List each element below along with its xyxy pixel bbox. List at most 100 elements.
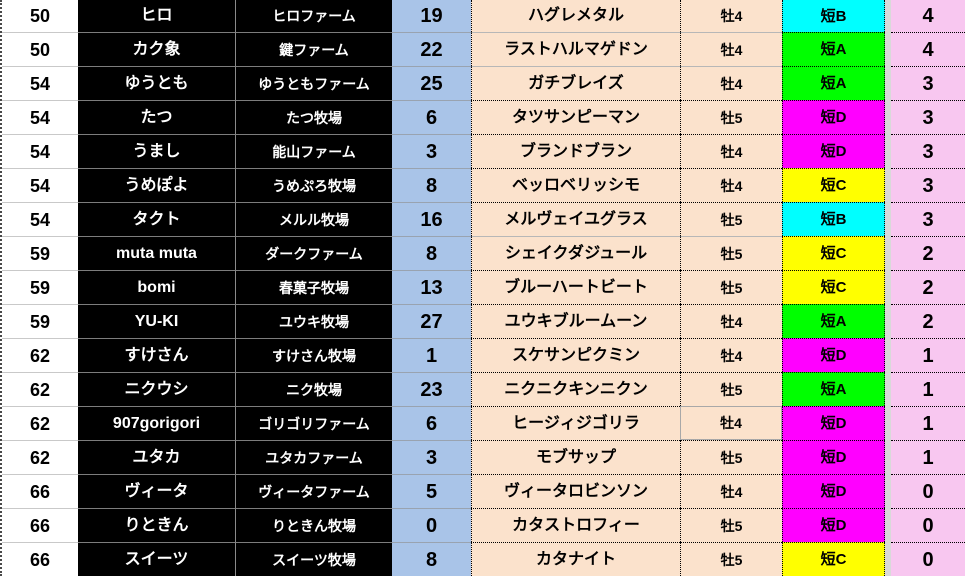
- wins-cell[interactable]: 4: [891, 0, 965, 32]
- wins-cell[interactable]: 2: [891, 304, 965, 338]
- farm-cell[interactable]: ユウキ牧場: [235, 304, 392, 338]
- owner-cell[interactable]: ニクウシ: [78, 372, 235, 406]
- owner-cell[interactable]: ユタカ: [78, 440, 235, 474]
- grade-cell[interactable]: 短B: [782, 202, 885, 236]
- farm-cell[interactable]: 鍵ファーム: [235, 32, 392, 66]
- owner-cell[interactable]: ヒロ: [78, 0, 235, 32]
- wins-cell[interactable]: 2: [891, 236, 965, 270]
- rank-cell[interactable]: 62: [2, 338, 78, 372]
- rank-cell[interactable]: 66: [2, 508, 78, 542]
- sex-age-cell[interactable]: 牡4: [680, 66, 782, 100]
- grade-cell[interactable]: 短A: [782, 32, 885, 66]
- sex-age-cell[interactable]: 牡4: [680, 406, 782, 440]
- owner-cell[interactable]: ゆうとも: [78, 66, 235, 100]
- grade-cell[interactable]: 短B: [782, 0, 885, 32]
- horse-cell[interactable]: シェイクダジュール: [471, 236, 680, 270]
- farm-cell[interactable]: うめぷろ牧場: [235, 168, 392, 202]
- sex-age-cell[interactable]: 牡5: [680, 270, 782, 304]
- owner-cell[interactable]: うめぽよ: [78, 168, 235, 202]
- wins-cell[interactable]: 3: [891, 202, 965, 236]
- farm-cell[interactable]: スイーツ牧場: [235, 542, 392, 576]
- count-cell[interactable]: 22: [392, 32, 471, 66]
- horse-cell[interactable]: ベッロベリッシモ: [471, 168, 680, 202]
- owner-cell[interactable]: うまし: [78, 134, 235, 168]
- sex-age-cell[interactable]: 牡5: [680, 236, 782, 270]
- count-cell[interactable]: 3: [392, 134, 471, 168]
- owner-cell[interactable]: カク象: [78, 32, 235, 66]
- owner-cell[interactable]: bomi: [78, 270, 235, 304]
- count-cell[interactable]: 1: [392, 338, 471, 372]
- grade-cell[interactable]: 短A: [782, 372, 885, 406]
- horse-cell[interactable]: ヴィータロビンソン: [471, 474, 680, 508]
- owner-cell[interactable]: ヴィータ: [78, 474, 235, 508]
- owner-cell[interactable]: 907gorigori: [78, 406, 235, 440]
- horse-cell[interactable]: ブランドブラン: [471, 134, 680, 168]
- farm-cell[interactable]: 春菓子牧場: [235, 270, 392, 304]
- farm-cell[interactable]: すけさん牧場: [235, 338, 392, 372]
- count-cell[interactable]: 6: [392, 100, 471, 134]
- farm-cell[interactable]: ダークファーム: [235, 236, 392, 270]
- wins-cell[interactable]: 3: [891, 168, 965, 202]
- wins-cell[interactable]: 1: [891, 338, 965, 372]
- count-cell[interactable]: 8: [392, 168, 471, 202]
- wins-cell[interactable]: 2: [891, 270, 965, 304]
- farm-cell[interactable]: ヒロファーム: [235, 0, 392, 32]
- owner-cell[interactable]: タクト: [78, 202, 235, 236]
- sex-age-cell[interactable]: 牡5: [680, 202, 782, 236]
- sex-age-cell[interactable]: 牡5: [680, 372, 782, 406]
- horse-cell[interactable]: ブルーハートビート: [471, 270, 680, 304]
- grade-cell[interactable]: 短A: [782, 304, 885, 338]
- horse-cell[interactable]: カタストロフィー: [471, 508, 680, 542]
- horse-cell[interactable]: メルヴェイユグラス: [471, 202, 680, 236]
- sex-age-cell[interactable]: 牡4: [680, 168, 782, 202]
- farm-cell[interactable]: ユタカファーム: [235, 440, 392, 474]
- rank-cell[interactable]: 50: [2, 0, 78, 32]
- grade-cell[interactable]: 短C: [782, 270, 885, 304]
- count-cell[interactable]: 8: [392, 542, 471, 576]
- horse-cell[interactable]: モブサップ: [471, 440, 680, 474]
- count-cell[interactable]: 27: [392, 304, 471, 338]
- grade-cell[interactable]: 短D: [782, 508, 885, 542]
- sex-age-cell[interactable]: 牡5: [680, 100, 782, 134]
- count-cell[interactable]: 13: [392, 270, 471, 304]
- rank-cell[interactable]: 59: [2, 270, 78, 304]
- wins-cell[interactable]: 1: [891, 440, 965, 474]
- rank-cell[interactable]: 59: [2, 236, 78, 270]
- rank-cell[interactable]: 54: [2, 134, 78, 168]
- owner-cell[interactable]: たつ: [78, 100, 235, 134]
- farm-cell[interactable]: たつ牧場: [235, 100, 392, 134]
- wins-cell[interactable]: 0: [891, 542, 965, 576]
- rank-cell[interactable]: 59: [2, 304, 78, 338]
- count-cell[interactable]: 25: [392, 66, 471, 100]
- sex-age-cell[interactable]: 牡5: [680, 508, 782, 542]
- sex-age-cell[interactable]: 牡4: [680, 474, 782, 508]
- count-cell[interactable]: 0: [392, 508, 471, 542]
- rank-cell[interactable]: 54: [2, 168, 78, 202]
- rank-cell[interactable]: 66: [2, 542, 78, 576]
- grade-cell[interactable]: 短D: [782, 134, 885, 168]
- horse-cell[interactable]: ヒージィジゴリラ: [471, 406, 680, 440]
- grade-cell[interactable]: 短D: [782, 406, 885, 440]
- sex-age-cell[interactable]: 牡4: [680, 32, 782, 66]
- owner-cell[interactable]: YU-KI: [78, 304, 235, 338]
- horse-cell[interactable]: ラストハルマゲドン: [471, 32, 680, 66]
- count-cell[interactable]: 19: [392, 0, 471, 32]
- farm-cell[interactable]: ヴィータファーム: [235, 474, 392, 508]
- owner-cell[interactable]: すけさん: [78, 338, 235, 372]
- grade-cell[interactable]: 短D: [782, 100, 885, 134]
- rank-cell[interactable]: 66: [2, 474, 78, 508]
- owner-cell[interactable]: muta muta: [78, 236, 235, 270]
- sex-age-cell[interactable]: 牡4: [680, 0, 782, 32]
- sex-age-cell[interactable]: 牡4: [680, 134, 782, 168]
- grade-cell[interactable]: 短C: [782, 236, 885, 270]
- horse-cell[interactable]: スケサンピクミン: [471, 338, 680, 372]
- wins-cell[interactable]: 0: [891, 474, 965, 508]
- wins-cell[interactable]: 1: [891, 406, 965, 440]
- grade-cell[interactable]: 短C: [782, 542, 885, 576]
- count-cell[interactable]: 16: [392, 202, 471, 236]
- count-cell[interactable]: 23: [392, 372, 471, 406]
- rank-cell[interactable]: 62: [2, 406, 78, 440]
- wins-cell[interactable]: 3: [891, 66, 965, 100]
- rank-cell[interactable]: 62: [2, 372, 78, 406]
- horse-cell[interactable]: ニクニクキンニクン: [471, 372, 680, 406]
